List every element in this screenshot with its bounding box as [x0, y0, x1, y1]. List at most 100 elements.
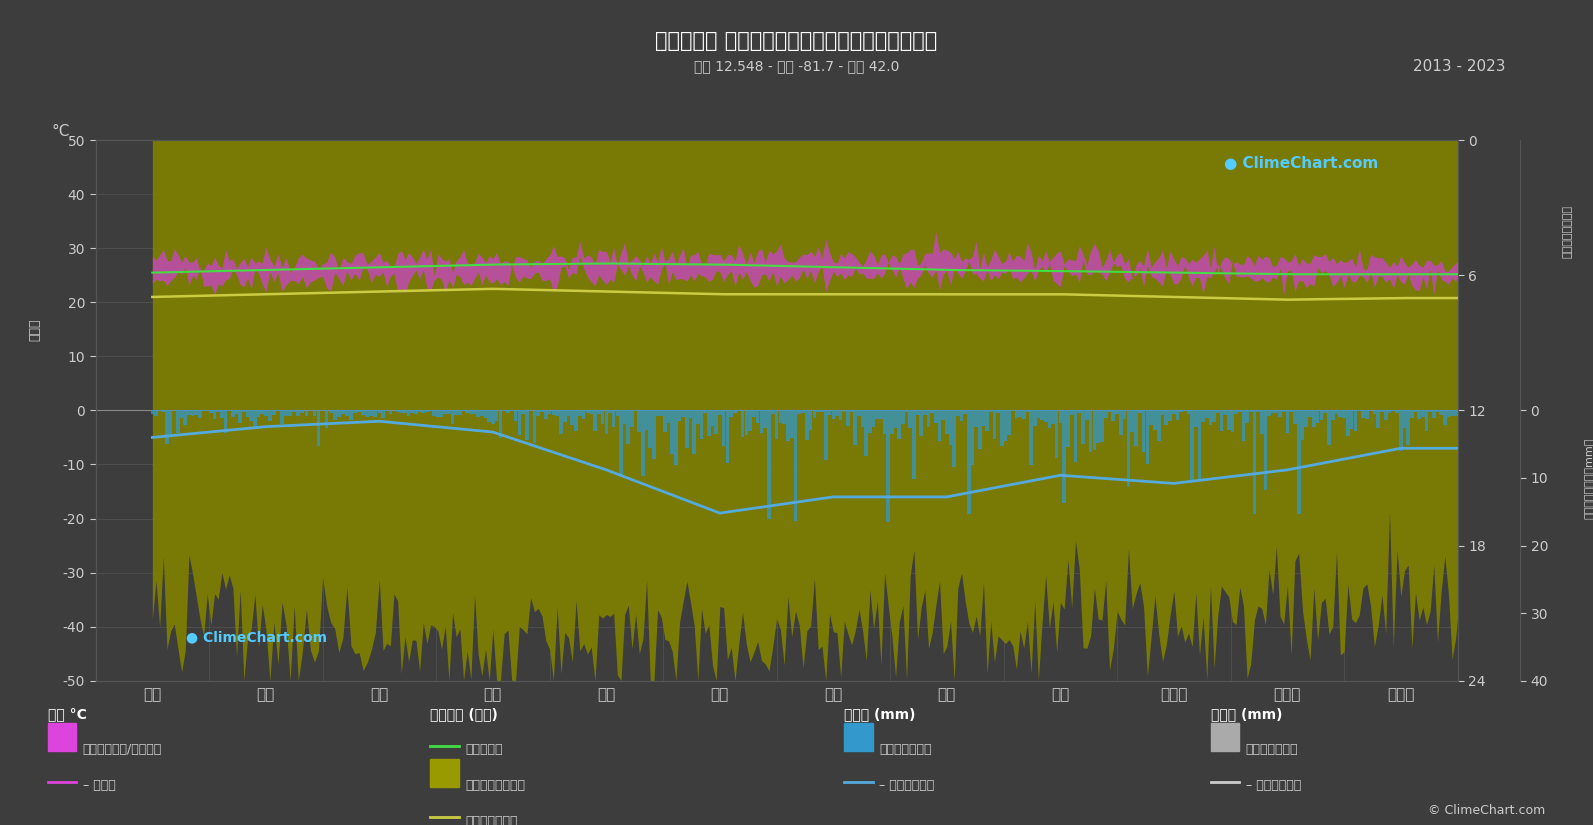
Bar: [186, 410, 191, 415]
Bar: [362, 410, 365, 415]
Bar: [886, 410, 890, 521]
Bar: [1249, 410, 1252, 412]
Bar: [1395, 410, 1399, 413]
Bar: [245, 410, 250, 417]
Text: ● ClimeChart.com: ● ClimeChart.com: [1223, 157, 1378, 172]
Bar: [1300, 410, 1305, 441]
Bar: [1115, 410, 1118, 414]
Bar: [820, 410, 824, 412]
Bar: [897, 410, 902, 439]
Text: 降雨量・降雪量（mm）: 降雨量・降雪量（mm）: [1585, 438, 1593, 519]
Bar: [989, 410, 992, 412]
Text: © ClimeChart.com: © ClimeChart.com: [1427, 804, 1545, 817]
Bar: [301, 410, 304, 413]
Bar: [677, 410, 682, 421]
Bar: [468, 410, 473, 414]
Bar: [809, 410, 812, 430]
Text: 2013 - 2023: 2013 - 2023: [1413, 59, 1505, 74]
Bar: [945, 410, 949, 434]
Bar: [1477, 410, 1480, 414]
Bar: [198, 410, 202, 418]
Text: 日ごとの最小/最大範囲: 日ごとの最小/最大範囲: [83, 743, 162, 757]
Bar: [1107, 410, 1112, 412]
Bar: [1418, 410, 1421, 419]
Bar: [1429, 410, 1432, 412]
Bar: [479, 410, 484, 417]
Bar: [1373, 410, 1376, 414]
Bar: [459, 410, 462, 415]
Bar: [992, 410, 996, 439]
Bar: [288, 410, 292, 416]
Bar: [1274, 410, 1278, 413]
Bar: [280, 410, 284, 424]
Bar: [667, 410, 671, 422]
Bar: [476, 410, 479, 417]
Bar: [824, 410, 828, 460]
Bar: [562, 410, 567, 422]
Bar: [1461, 410, 1466, 427]
Bar: [177, 410, 180, 433]
Bar: [970, 410, 975, 465]
Bar: [922, 410, 927, 415]
Bar: [1131, 410, 1134, 431]
Bar: [879, 410, 883, 419]
Bar: [1432, 410, 1435, 417]
Text: 日中の時間: 日中の時間: [465, 743, 503, 757]
Bar: [1082, 410, 1085, 444]
Bar: [1220, 410, 1223, 431]
Bar: [317, 410, 320, 446]
Bar: [1176, 410, 1179, 420]
Bar: [640, 410, 645, 475]
Bar: [1235, 410, 1238, 414]
Bar: [1048, 410, 1051, 428]
Bar: [559, 410, 562, 434]
Bar: [927, 410, 930, 427]
Bar: [239, 410, 242, 422]
Bar: [1458, 410, 1461, 417]
Bar: [1055, 410, 1058, 458]
Bar: [828, 410, 832, 415]
Bar: [484, 410, 487, 417]
Bar: [752, 410, 755, 417]
Bar: [354, 410, 357, 412]
Bar: [774, 410, 779, 440]
Bar: [1305, 410, 1308, 427]
Bar: [656, 410, 660, 417]
Bar: [623, 410, 626, 424]
Bar: [763, 410, 768, 427]
Bar: [949, 410, 953, 445]
Bar: [782, 410, 785, 424]
Text: 気温 °C: 気温 °C: [48, 707, 86, 721]
Bar: [871, 410, 876, 427]
Bar: [1190, 410, 1195, 480]
Bar: [919, 410, 922, 436]
Bar: [1164, 410, 1168, 426]
Bar: [1145, 410, 1149, 464]
Bar: [785, 410, 790, 441]
Bar: [832, 410, 835, 419]
Bar: [1198, 410, 1201, 481]
Bar: [365, 410, 370, 417]
Bar: [440, 410, 443, 417]
Bar: [1227, 410, 1230, 430]
Bar: [1380, 410, 1384, 412]
Bar: [1063, 410, 1066, 502]
Bar: [996, 410, 1000, 413]
Bar: [790, 410, 793, 438]
Bar: [1410, 410, 1413, 417]
FancyBboxPatch shape: [430, 758, 459, 787]
Bar: [816, 410, 820, 412]
Bar: [260, 410, 264, 414]
Bar: [1384, 410, 1388, 420]
Bar: [341, 410, 344, 414]
Bar: [1241, 410, 1246, 441]
Bar: [417, 410, 422, 412]
Bar: [454, 410, 459, 416]
Bar: [916, 410, 919, 415]
Bar: [696, 410, 699, 425]
Bar: [1450, 410, 1454, 416]
Bar: [1172, 410, 1176, 414]
Text: 気温度: 気温度: [29, 318, 41, 342]
Bar: [601, 410, 604, 424]
Bar: [1029, 410, 1032, 464]
